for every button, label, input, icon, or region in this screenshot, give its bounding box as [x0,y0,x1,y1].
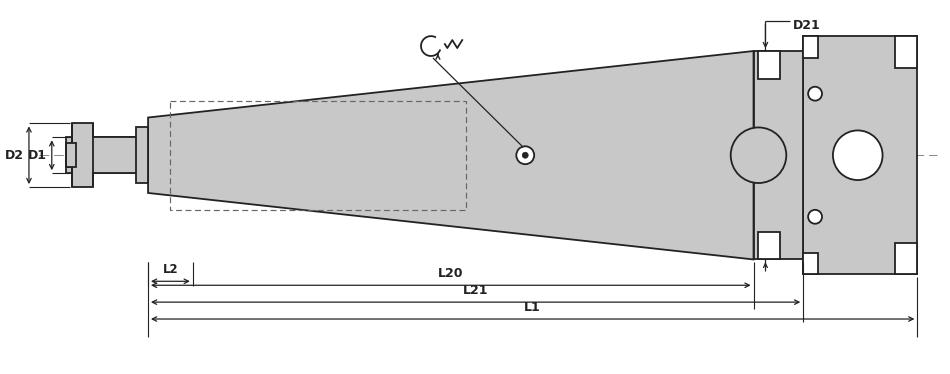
Text: L1: L1 [524,301,542,314]
Polygon shape [803,36,818,58]
Polygon shape [66,143,76,167]
Circle shape [516,146,534,164]
Text: D2: D2 [5,149,24,162]
Text: D1: D1 [28,149,47,162]
Polygon shape [758,232,780,260]
Polygon shape [896,36,918,68]
Polygon shape [896,243,918,275]
Circle shape [808,87,822,101]
Polygon shape [148,51,753,260]
Polygon shape [803,252,818,275]
Circle shape [731,128,787,183]
Text: L2: L2 [162,263,179,276]
Polygon shape [753,51,803,260]
Circle shape [522,152,528,158]
Polygon shape [803,36,918,275]
Polygon shape [758,51,780,79]
Text: L21: L21 [463,284,488,297]
Polygon shape [66,137,148,173]
Circle shape [833,131,883,180]
Circle shape [808,210,822,224]
Bar [170,101,466,210]
Text: D21: D21 [793,19,821,32]
Polygon shape [136,128,148,183]
Polygon shape [71,123,148,187]
Text: L20: L20 [438,267,464,280]
